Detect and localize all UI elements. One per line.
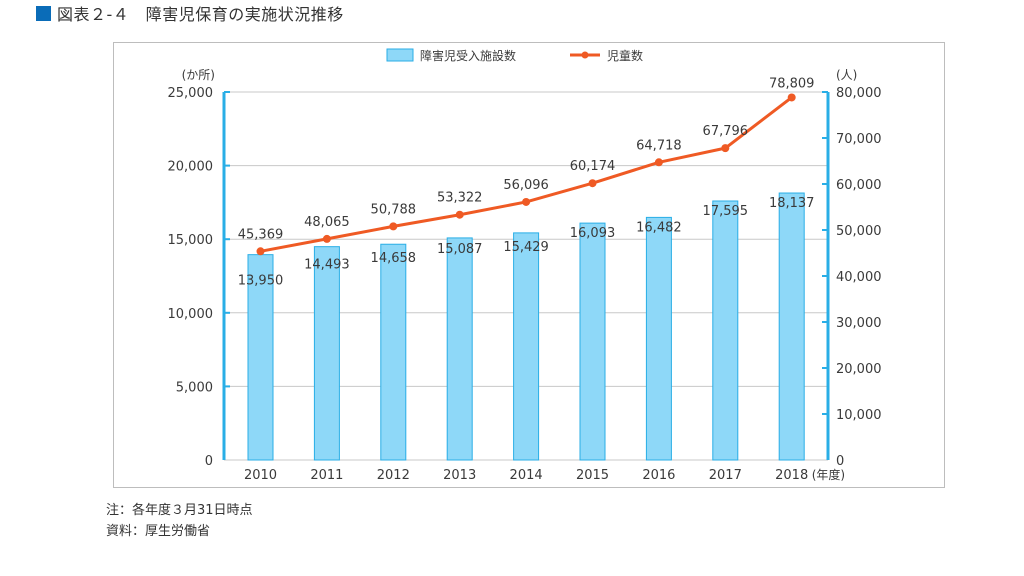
figure-title-text: 図表２-４ 障害児保育の実施状況推移 <box>57 5 344 24</box>
line-data-label: 56,096 <box>503 178 549 193</box>
left-axis-unit-label: (か所) <box>182 68 215 82</box>
data-labels: 45,369 48,065 50,788 53,322 56,096 60,174 64,7… <box>238 76 815 288</box>
line-point-2010 <box>256 247 265 256</box>
bar-data-label: 13,950 <box>238 274 284 289</box>
bar-data-label: 17,595 <box>703 204 749 219</box>
right-axis-tick-label: 60,000 <box>836 178 882 193</box>
bar-2014 <box>513 232 540 461</box>
bar-data-label: 14,658 <box>371 251 417 266</box>
right-axis-tick-label: 10,000 <box>836 408 882 423</box>
left-axis-tick-label: 20,000 <box>168 160 214 175</box>
left-axis-tick-label: 5,000 <box>176 380 213 395</box>
legend-bar-swatch <box>386 48 414 62</box>
legend: 障害児受入施設数 児童数 <box>386 48 643 63</box>
x-tick-label: 2018 <box>775 468 808 483</box>
line-point-2011 <box>322 234 331 243</box>
note-source: 資料：厚生労働省 <box>106 524 211 539</box>
bar-series <box>247 192 805 461</box>
right-axis-tick-label: 50,000 <box>836 224 882 239</box>
x-axis-unit-label: (年度) <box>812 467 845 482</box>
bar-2018 <box>778 192 805 461</box>
axes: 0 5,000 10,000 15,000 20,000 25,000 0 10,000 20,… <box>168 68 882 483</box>
note-date: 注：各年度３月31日時点 <box>106 503 253 518</box>
x-tick-label: 2017 <box>709 468 742 483</box>
x-tick-label: 2012 <box>377 468 410 483</box>
line-data-label: 48,065 <box>304 215 350 230</box>
line-point-2016 <box>654 158 663 167</box>
line-point-2017 <box>721 144 730 153</box>
line-point-2014 <box>522 197 531 206</box>
line-data-label: 45,369 <box>238 227 284 242</box>
legend-line-marker <box>581 51 589 59</box>
line-data-label: 67,796 <box>703 124 749 139</box>
bar-2010 <box>247 254 274 461</box>
bar-2017 <box>712 200 739 461</box>
line-point-2012 <box>389 222 398 231</box>
left-axis-tick-label: 10,000 <box>168 307 214 322</box>
title-square-icon <box>36 5 51 21</box>
right-axis-tick-label: 20,000 <box>836 362 882 377</box>
left-axis-tick-label: 0 <box>205 454 213 469</box>
bar-2015 <box>579 222 606 461</box>
right-axis-tick-label: 80,000 <box>836 86 882 101</box>
line-data-label: 78,809 <box>769 76 815 91</box>
right-axis-tick-label: 40,000 <box>836 270 882 285</box>
x-tick-label: 2016 <box>642 468 675 483</box>
x-tick-label: 2014 <box>510 468 543 483</box>
legend-line-label: 児童数 <box>607 48 643 63</box>
bar-data-label: 16,093 <box>570 226 616 241</box>
bar-data-label: 16,482 <box>636 220 682 235</box>
line-data-label: 64,718 <box>636 138 682 153</box>
right-axis-tick-label: 30,000 <box>836 316 882 331</box>
bar-2013 <box>446 237 473 461</box>
line-data-label: 60,174 <box>570 159 616 174</box>
x-tick-label: 2013 <box>443 468 476 483</box>
legend-bar-label: 障害児受入施設数 <box>420 48 516 63</box>
bar-2016 <box>645 216 672 461</box>
left-axis-tick-label: 15,000 <box>168 233 214 248</box>
figure-title: 図表２-４ 障害児保育の実施状況推移 <box>36 2 344 24</box>
line-point-2018 <box>787 93 796 102</box>
right-axis-tick-label: 0 <box>836 454 844 469</box>
right-axis-unit-label: (人) <box>836 68 857 82</box>
bar-data-label: 18,137 <box>769 196 815 211</box>
line-data-label: 50,788 <box>371 202 417 217</box>
line-point-2013 <box>455 210 464 219</box>
line-point-2015 <box>588 179 597 188</box>
line-data-label: 53,322 <box>437 191 483 206</box>
bar-data-label: 14,493 <box>304 258 350 273</box>
right-axis-tick-label: 70,000 <box>836 132 882 147</box>
notes: 注：各年度３月31日時点 資料：厚生労働省 <box>106 500 253 542</box>
x-tick-label: 2011 <box>310 468 343 483</box>
bar-data-label: 15,429 <box>503 240 549 255</box>
x-tick-label: 2010 <box>244 468 277 483</box>
x-tick-label: 2015 <box>576 468 609 483</box>
bar-2011 <box>313 246 340 461</box>
line-series <box>256 93 796 256</box>
chart-frame <box>113 42 945 488</box>
left-axis-tick-label: 25,000 <box>168 86 214 101</box>
bar-data-label: 15,087 <box>437 242 483 257</box>
bar-2012 <box>380 243 407 461</box>
